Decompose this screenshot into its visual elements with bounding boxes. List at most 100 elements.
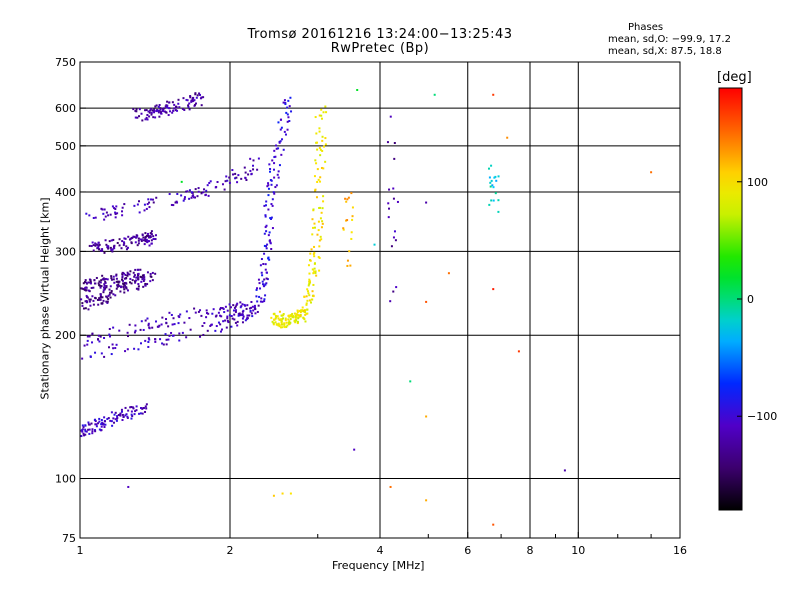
echo-point <box>95 243 98 246</box>
echo-point <box>121 206 124 209</box>
echo-point <box>202 96 205 99</box>
echo-point <box>103 336 106 339</box>
echo-point <box>138 412 141 415</box>
echo-point <box>100 207 103 210</box>
echo-point <box>81 287 84 290</box>
echo-point <box>265 224 268 227</box>
echo-point <box>345 219 348 222</box>
echo-point <box>110 278 113 281</box>
echo-point <box>135 287 138 290</box>
echo-point <box>277 324 280 327</box>
echo-point <box>306 308 309 311</box>
echo-point <box>103 416 106 419</box>
echo-point <box>242 315 245 318</box>
echo-point <box>271 204 274 207</box>
echo-point <box>169 110 172 113</box>
echo-point <box>100 302 103 305</box>
echo-point <box>84 300 87 303</box>
echo-point <box>275 316 278 319</box>
echo-point <box>200 314 203 317</box>
echo-point <box>186 190 189 193</box>
echo-point <box>123 291 126 294</box>
echo-point <box>278 141 281 144</box>
echo-point <box>150 111 153 114</box>
echo-point <box>190 100 193 103</box>
echo-point <box>267 182 270 185</box>
echo-point <box>273 312 276 315</box>
echo-point <box>321 139 324 142</box>
y-tick-label: 500 <box>55 140 76 153</box>
echo-point <box>209 180 212 183</box>
echo-point <box>133 347 136 350</box>
echo-point <box>99 298 102 301</box>
echo-point <box>143 243 146 246</box>
echo-point <box>263 298 266 301</box>
echo-point <box>269 242 272 245</box>
echo-point <box>149 236 152 239</box>
echo-point <box>129 237 132 240</box>
echo-point <box>265 247 268 250</box>
echo-point <box>246 316 249 319</box>
echo-point <box>318 257 321 260</box>
echo-point <box>105 300 108 303</box>
echo-point <box>314 270 317 273</box>
chart-subtitle: RwPretec (Bp) <box>330 41 430 56</box>
echo-point <box>112 275 115 278</box>
echo-point <box>126 246 129 249</box>
echo-point <box>187 104 190 107</box>
echo-point <box>122 283 125 286</box>
echo-point <box>248 307 251 310</box>
echo-point <box>252 309 255 312</box>
echo-point <box>124 406 127 409</box>
echo-point <box>97 338 100 341</box>
x-tick-label: 1 <box>77 544 84 557</box>
echo-point <box>264 294 267 297</box>
echo-point <box>322 145 325 148</box>
echo-point <box>289 96 292 99</box>
echo-point <box>650 171 653 174</box>
echo-point <box>249 169 252 172</box>
echo-point <box>236 302 239 305</box>
echo-point <box>389 115 392 118</box>
echo-point <box>447 272 450 275</box>
echo-point <box>165 343 168 346</box>
echo-point <box>126 331 129 334</box>
echo-point <box>136 275 139 278</box>
echo-point <box>308 280 311 283</box>
echo-point <box>274 317 277 320</box>
echo-point <box>312 272 315 275</box>
echo-point <box>138 115 141 118</box>
echo-point <box>319 180 322 183</box>
echo-point <box>89 355 92 358</box>
echo-point <box>155 104 158 107</box>
echo-point <box>281 492 284 495</box>
echo-point <box>168 101 171 104</box>
echo-point <box>137 239 140 242</box>
echo-point <box>201 324 204 327</box>
echo-point <box>151 109 154 112</box>
echo-point <box>134 109 137 112</box>
echo-point <box>492 288 495 291</box>
y-tick-label: 400 <box>55 186 76 199</box>
echo-point <box>319 217 322 220</box>
echo-point <box>109 419 112 422</box>
echo-point <box>165 111 168 114</box>
echo-point <box>104 239 107 242</box>
echo-point <box>84 307 87 310</box>
echo-point <box>248 314 251 317</box>
echo-point <box>87 421 90 424</box>
echo-point <box>84 433 87 436</box>
echo-point <box>106 245 109 248</box>
echo-point <box>107 247 110 250</box>
echo-point <box>147 236 150 239</box>
stats-o: mean, sd,O: −99.9, 17.2 <box>608 34 731 45</box>
echo-point <box>146 271 149 274</box>
echo-point <box>262 263 265 266</box>
echo-point <box>115 205 118 208</box>
echo-point <box>260 258 263 261</box>
echo-point <box>321 220 324 223</box>
echo-point <box>295 313 298 316</box>
echo-point <box>350 237 353 240</box>
echo-point <box>183 196 186 199</box>
